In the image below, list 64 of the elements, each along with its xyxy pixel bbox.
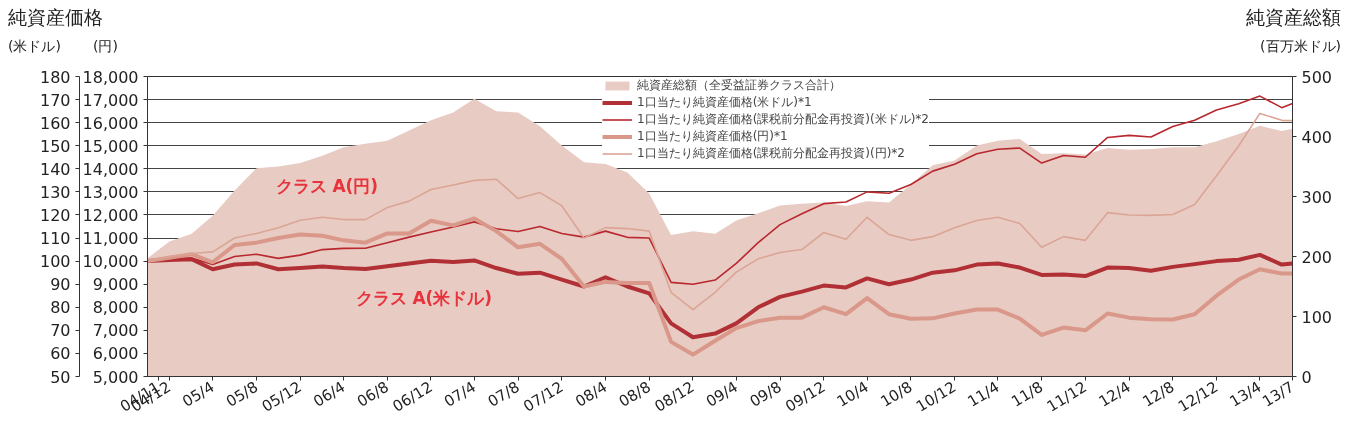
x-tick-label: 10/8 bbox=[877, 377, 916, 411]
y2-tick-label: 13,000 bbox=[82, 182, 139, 202]
y3-tick-label: 500 bbox=[1301, 67, 1333, 87]
x-tick-label: 10/4 bbox=[833, 377, 872, 411]
legend-label: 純資産総額（全受益証券クラス合計） bbox=[637, 77, 841, 94]
legend-label: 1口当たり純資産価格(課税前分配金再投資)(円)*2 bbox=[637, 145, 905, 162]
line-series bbox=[147, 112, 1293, 311]
y2-tick-label: 8,000 bbox=[92, 298, 139, 318]
line-series bbox=[147, 216, 1293, 357]
y3-tick-label: 400 bbox=[1301, 127, 1333, 147]
x-tick-label: 08/4 bbox=[572, 377, 611, 411]
x-tick-label: 11/4 bbox=[964, 377, 1003, 411]
y-tick-label: 70 bbox=[50, 321, 71, 341]
y-tick-label: 90 bbox=[50, 275, 71, 295]
y-tick-label: 100 bbox=[39, 252, 71, 272]
y2-tick-label: 18,000 bbox=[82, 67, 139, 87]
y-tick-label: 170 bbox=[39, 90, 71, 110]
y-tick-label: 110 bbox=[39, 229, 71, 249]
x-tick-label: 05/4 bbox=[179, 377, 218, 411]
y2-tick-label: 15,000 bbox=[82, 136, 139, 156]
y2-tick-label: 12,000 bbox=[82, 205, 139, 225]
chart-title: 純資産価格 bbox=[8, 5, 103, 30]
legend-label: 1口当たり純資産価格(円)*1 bbox=[637, 128, 788, 145]
y-tick-label: 50 bbox=[50, 367, 71, 387]
y2-axis-title: (円) bbox=[93, 37, 118, 56]
y-tick-label: 180 bbox=[39, 67, 71, 87]
y3-tick-label: 100 bbox=[1301, 307, 1333, 327]
y3-tick-label: 200 bbox=[1301, 247, 1333, 267]
y-axis-title: (米ドル) bbox=[8, 37, 61, 56]
legend-label: 1口当たり純資産価格(米ドル)*1 bbox=[637, 94, 812, 111]
x-tick-label: 07/4 bbox=[440, 377, 480, 411]
x-tick-label: 06/4 bbox=[310, 377, 349, 411]
y3-tick-label: 0 bbox=[1301, 367, 1312, 387]
y-tick-label: 120 bbox=[39, 205, 71, 225]
x-tick-label: 12/4 bbox=[1095, 377, 1134, 411]
y2-tick-label: 6,000 bbox=[92, 344, 139, 364]
y3-axis-title: (百万米ドル) bbox=[1260, 37, 1341, 56]
x-tick-label: 05/8 bbox=[223, 377, 262, 411]
annotation: クラス A(米ドル) bbox=[355, 287, 493, 308]
y2-tick-label: 10,000 bbox=[82, 252, 139, 272]
y2-tick-label: 16,000 bbox=[82, 113, 139, 133]
x-tick-label: 07/8 bbox=[484, 377, 523, 411]
x-tick-label: 13/7 bbox=[1259, 377, 1298, 411]
y-tick-label: 130 bbox=[39, 182, 71, 202]
y2-tick-label: 9,000 bbox=[92, 275, 139, 295]
y3-tick-label: 300 bbox=[1301, 187, 1333, 207]
y2-tick-label: 7,000 bbox=[92, 321, 139, 341]
y-tick-label: 140 bbox=[39, 159, 71, 179]
x-tick-label: 06/8 bbox=[353, 377, 392, 411]
y2-tick-label: 17,000 bbox=[82, 90, 139, 110]
y2-tick-label: 11,000 bbox=[82, 229, 139, 249]
y-tick-label: 60 bbox=[50, 344, 71, 364]
x-tick-label: 09/8 bbox=[746, 377, 785, 411]
legend-label: 1口当たり純資産価格(課税前分配金再投資)(米ドル)*2 bbox=[637, 111, 929, 128]
annotation: クラス A(円) bbox=[275, 175, 379, 196]
y-tick-label: 160 bbox=[39, 113, 71, 133]
y-tick-label: 80 bbox=[50, 298, 71, 318]
text: 純資産総額 bbox=[1246, 5, 1341, 30]
y-tick-label: 150 bbox=[39, 136, 71, 156]
x-tick-label: 09/4 bbox=[702, 377, 741, 411]
x-tick-label: 12/8 bbox=[1139, 377, 1178, 411]
y2-tick-label: 14,000 bbox=[82, 159, 139, 179]
x-tick-label: 08/8 bbox=[615, 377, 654, 411]
x-tick-label: 11/8 bbox=[1008, 377, 1047, 411]
